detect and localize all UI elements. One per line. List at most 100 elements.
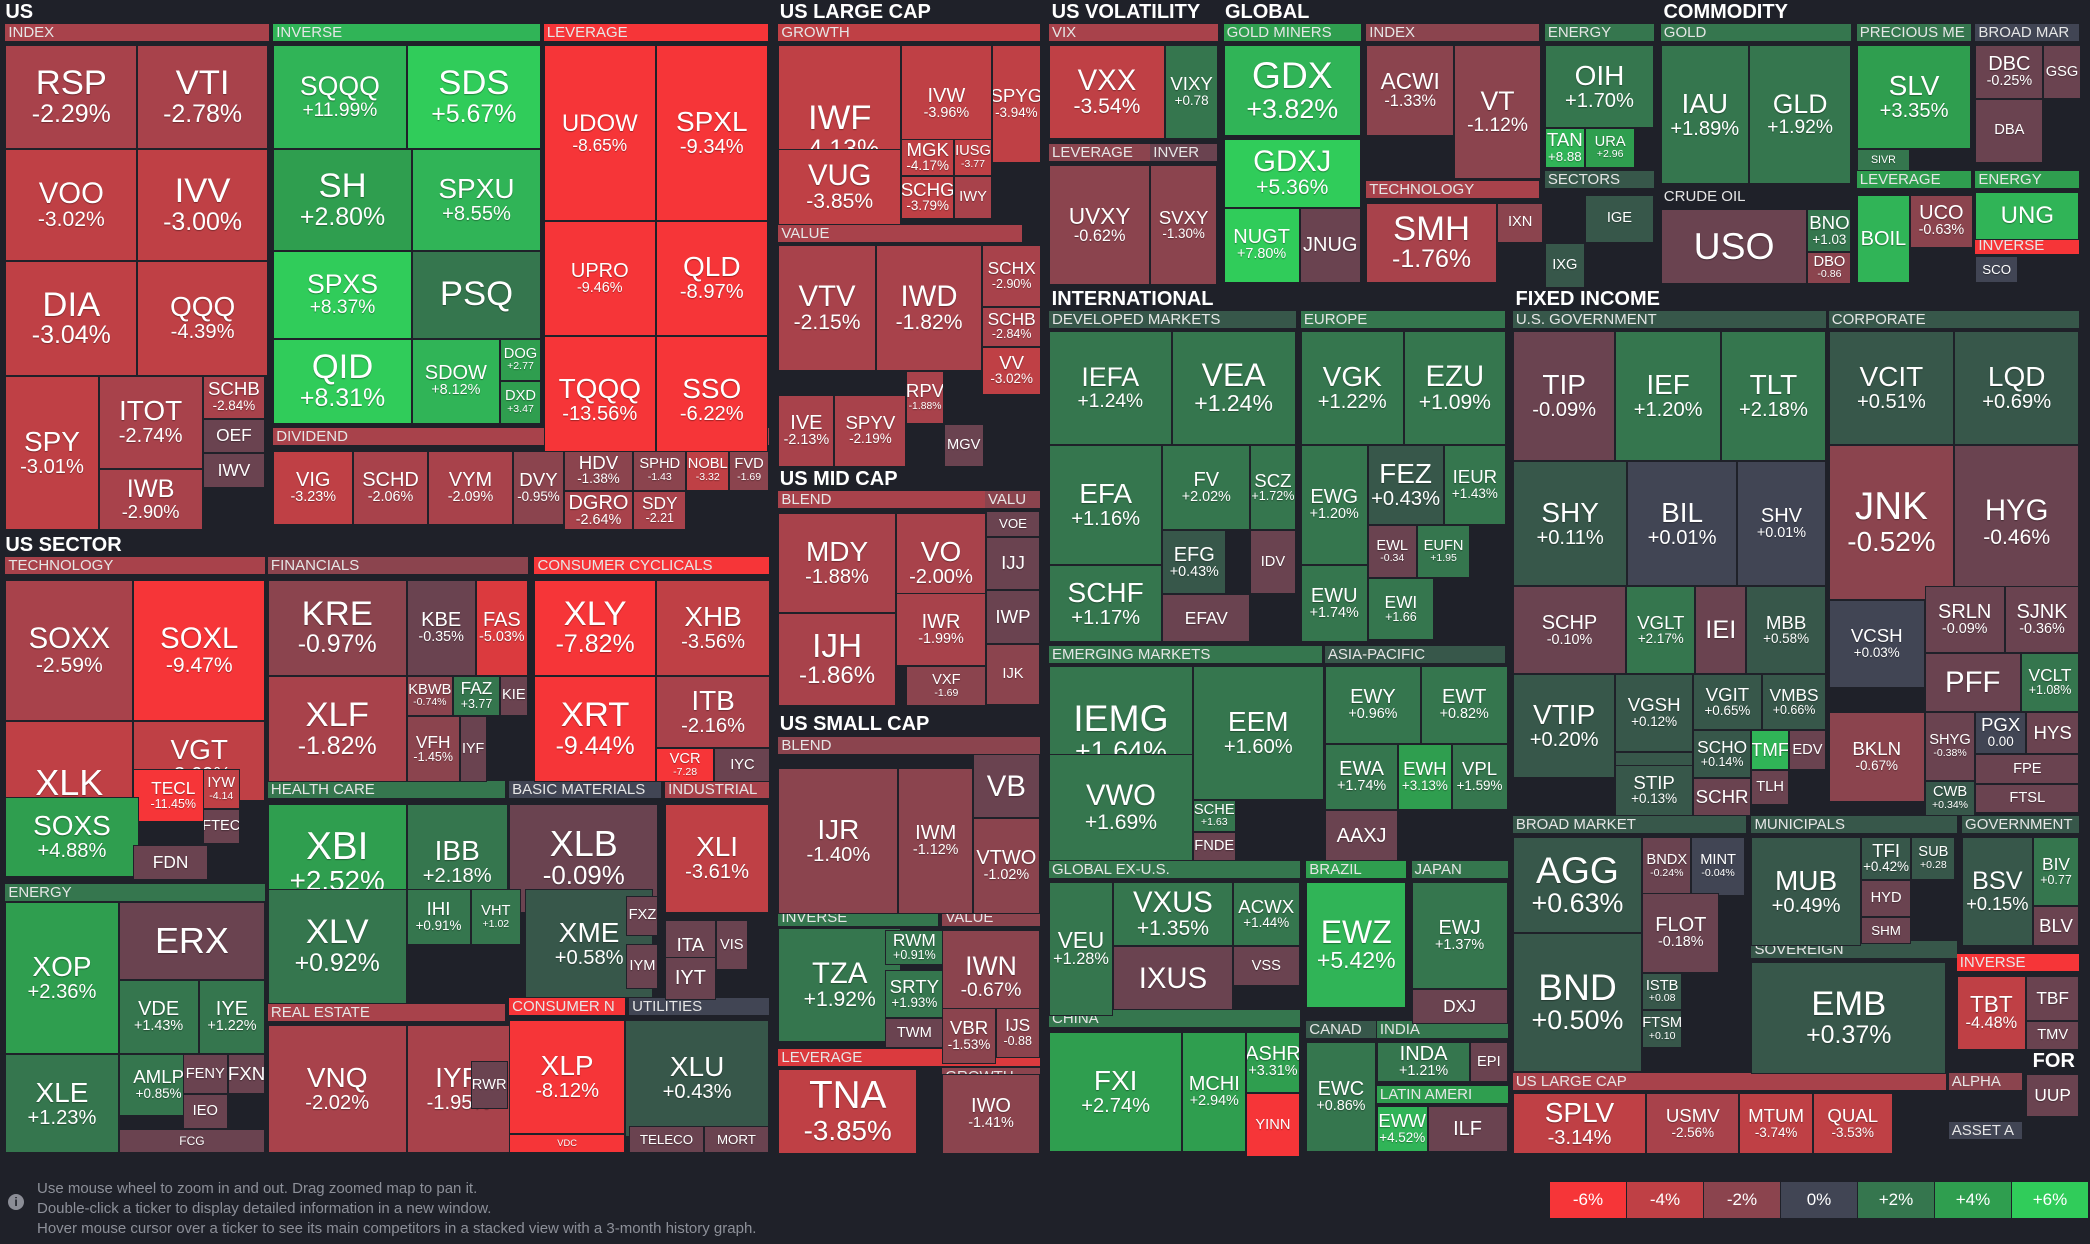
ticker-tile-usmv[interactable]: USMV -2.56%	[1646, 1092, 1740, 1155]
ticker-tile-ewc[interactable]: EWC +0.86%	[1306, 1042, 1376, 1152]
ticker-tile-schd[interactable]: SCHD -2.06%	[353, 450, 428, 526]
ticker-tile-bndx[interactable]: BNDX -0.24%	[1642, 837, 1692, 896]
ticker-tile-vt[interactable]: VT -1.12%	[1454, 45, 1541, 179]
ticker-tile-ilf[interactable]: ILF	[1427, 1106, 1508, 1152]
ticker-tile-udow[interactable]: UDOW -8.65%	[543, 45, 656, 222]
ticker-tile-spxl[interactable]: SPXL -9.34%	[655, 45, 768, 222]
ticker-tile-splv[interactable]: SPLV -3.14%	[1512, 1092, 1647, 1155]
ticker-tile-lqd[interactable]: LQD +0.69%	[1954, 330, 2080, 446]
ticker-tile-nobl[interactable]: NOBL -3.32	[686, 450, 730, 491]
ticker-tile-ieur[interactable]: IEUR +1.43%	[1443, 445, 1507, 526]
ticker-tile-vb[interactable]: VB	[973, 754, 1040, 819]
ticker-tile-ixn[interactable]: IXN	[1496, 202, 1544, 243]
ticker-tile-fdn[interactable]: FDN	[133, 845, 208, 880]
ticker-tile-tmv[interactable]: TMV	[2026, 1021, 2080, 1051]
ticker-tile-dbo[interactable]: DBO -0.86	[1807, 251, 1852, 284]
ticker-tile-vug[interactable]: VUG -3.85%	[778, 149, 902, 226]
ticker-tile-uco[interactable]: UCO -0.63%	[1910, 194, 1973, 248]
ticker-tile-dbc[interactable]: DBC -0.25%	[1975, 45, 2044, 99]
ticker-tile-xlu[interactable]: XLU +0.43%	[625, 1019, 770, 1137]
ticker-tile-tqqq[interactable]: TQQQ -13.56%	[543, 335, 656, 464]
ticker-tile-ivv[interactable]: IVV -3.00%	[137, 149, 268, 262]
ticker-tile-iym[interactable]: IYM	[626, 943, 659, 989]
ticker-tile-ewy[interactable]: EWY +0.96%	[1324, 666, 1421, 744]
ticker-tile-pff[interactable]: PFF	[1924, 653, 2021, 712]
ticker-tile-qid[interactable]: QID +8.31%	[273, 338, 412, 424]
ticker-tile-dia[interactable]: DIA -3.04%	[5, 261, 138, 376]
ticker-tile-iyc[interactable]: IYC	[714, 747, 771, 783]
ticker-tile-sivr[interactable]: SIVR	[1856, 149, 1911, 171]
ticker-tile-ewj[interactable]: EWJ +1.37%	[1411, 882, 1508, 989]
ticker-tile-ung[interactable]: UNG	[1975, 191, 2080, 240]
ticker-tile-slv[interactable]: SLV +3.35%	[1856, 45, 1972, 150]
ticker-tile-psq[interactable]: PSQ	[411, 250, 542, 339]
ticker-tile-acwx[interactable]: ACWX +1.44%	[1232, 882, 1300, 947]
ticker-tile-eufn[interactable]: EUFN +1.95	[1416, 525, 1471, 579]
ticker-tile-fnde[interactable]: FNDE	[1192, 831, 1236, 862]
ticker-tile-sso[interactable]: SSO -6.22%	[655, 335, 768, 464]
ticker-tile-vdc[interactable]: VDC	[509, 1134, 626, 1153]
ticker-tile-soxl[interactable]: SOXL -9.47%	[133, 579, 266, 722]
ticker-tile-tmf[interactable]: TMF	[1751, 730, 1789, 771]
ticker-tile-ashr[interactable]: ASHR +3.31%	[1246, 1031, 1300, 1093]
ticker-tile-blv[interactable]: BLV	[2032, 906, 2080, 947]
ticker-tile-inda[interactable]: INDA +1.21%	[1376, 1042, 1471, 1083]
ticker-tile-vmbs[interactable]: VMBS +0.66%	[1762, 674, 1827, 731]
ticker-tile-oih[interactable]: OIH +1.70%	[1544, 45, 1655, 128]
ticker-tile-vwo[interactable]: VWO +1.69%	[1048, 754, 1193, 862]
ticker-tile-dxd[interactable]: DXD +3.47	[499, 381, 542, 424]
ticker-tile-kbe[interactable]: KBE -0.35%	[406, 579, 476, 676]
ticker-tile-ezu[interactable]: EZU +1.09%	[1403, 330, 1507, 446]
ticker-tile-ieo[interactable]: IEO	[182, 1094, 228, 1129]
ticker-tile-fxi[interactable]: FXI +2.74%	[1048, 1031, 1183, 1152]
ticker-tile-sub[interactable]: SUB +0.28	[1911, 837, 1956, 880]
ticker-tile-schg[interactable]: SCHG -3.79%	[901, 175, 955, 219]
ticker-tile-vixy[interactable]: VIXY +0.78	[1164, 45, 1219, 139]
ticker-tile-scho[interactable]: SCHO +0.14%	[1692, 730, 1752, 779]
ticker-tile-uvxy[interactable]: UVXY -0.62%	[1048, 165, 1151, 286]
ticker-tile-stip[interactable]: STIP +0.13%	[1615, 765, 1693, 816]
ticker-tile-epi[interactable]: EPI	[1470, 1042, 1508, 1083]
ticker-tile-mint[interactable]: MINT -0.04%	[1691, 837, 1745, 896]
ticker-tile-ewi[interactable]: EWI +1.66	[1367, 578, 1435, 640]
ticker-tile-vxx[interactable]: VXX -3.54%	[1048, 45, 1165, 139]
ticker-tile-ijh[interactable]: IJH -1.86%	[778, 613, 896, 707]
ticker-tile-kbwb[interactable]: KBWB -0.74%	[406, 675, 454, 716]
ticker-tile-vig[interactable]: VIG -3.23%	[273, 450, 354, 526]
ticker-tile-iwm[interactable]: IWM -1.12%	[898, 767, 974, 915]
ticker-tile-bkln[interactable]: BKLN -0.67%	[1828, 711, 1925, 803]
ticker-tile-iei[interactable]: IEI	[1695, 586, 1747, 675]
ticker-tile-mgk[interactable]: MGK -4.17%	[901, 138, 955, 176]
ticker-tile-vcr[interactable]: VCR -7.28	[655, 747, 715, 783]
ticker-tile-fvd[interactable]: FVD -1.69	[729, 450, 770, 491]
ticker-tile-fas[interactable]: FAS -5.03%	[475, 579, 528, 676]
ticker-tile-shv[interactable]: SHV +0.01%	[1736, 461, 1827, 587]
ticker-tile-hyg[interactable]: HYG -0.46%	[1954, 445, 2080, 600]
ticker-tile-tlh[interactable]: TLH	[1751, 770, 1789, 806]
ticker-tile-veu[interactable]: VEU +1.28%	[1048, 882, 1113, 1016]
ticker-tile-shm[interactable]: SHM	[1860, 917, 1912, 944]
ticker-tile-vfh[interactable]: VFH -1.45%	[406, 715, 460, 783]
ticker-tile-schx[interactable]: SCHX -2.90%	[982, 245, 1041, 307]
ticker-tile-gld[interactable]: GLD +1.92%	[1748, 45, 1852, 184]
ticker-tile-fv[interactable]: FV +2.02%	[1162, 445, 1251, 531]
ticker-tile-dxj[interactable]: DXJ	[1411, 989, 1508, 1024]
ticker-tile-vcsh[interactable]: VCSH +0.03%	[1828, 599, 1925, 688]
ticker-tile-voe[interactable]: VOE	[986, 510, 1040, 538]
ticker-tile-teleco[interactable]: TELECO	[629, 1126, 704, 1153]
ticker-tile-acwi[interactable]: ACWI -1.33%	[1366, 45, 1455, 136]
ticker-tile-fcg[interactable]: FCG	[118, 1128, 266, 1153]
ticker-tile-ihi[interactable]: IHI +0.91%	[406, 889, 471, 946]
ticker-tile-qld[interactable]: QLD -8.97%	[655, 221, 768, 336]
ticker-tile-istb[interactable]: ISTB +0.08	[1642, 973, 1683, 1011]
ticker-tile-mub[interactable]: MUB +0.49%	[1751, 837, 1861, 947]
ticker-tile-tna[interactable]: TNA -3.85%	[778, 1068, 918, 1155]
ticker-tile-xly[interactable]: XLY -7.82%	[534, 579, 656, 676]
ticker-tile-dog[interactable]: DOG +2.77	[499, 338, 542, 382]
ticker-tile-kre[interactable]: KRE -0.97%	[267, 579, 407, 676]
ticker-tile-fxn[interactable]: FXN	[227, 1054, 266, 1095]
ticker-tile-srln[interactable]: SRLN -0.09%	[1924, 586, 2005, 654]
ticker-tile-agg[interactable]: AGG +0.63%	[1512, 837, 1643, 934]
ticker-tile-xrt[interactable]: XRT -9.44%	[534, 675, 656, 783]
ticker-tile-ijs[interactable]: IJS -0.88	[995, 1007, 1040, 1059]
